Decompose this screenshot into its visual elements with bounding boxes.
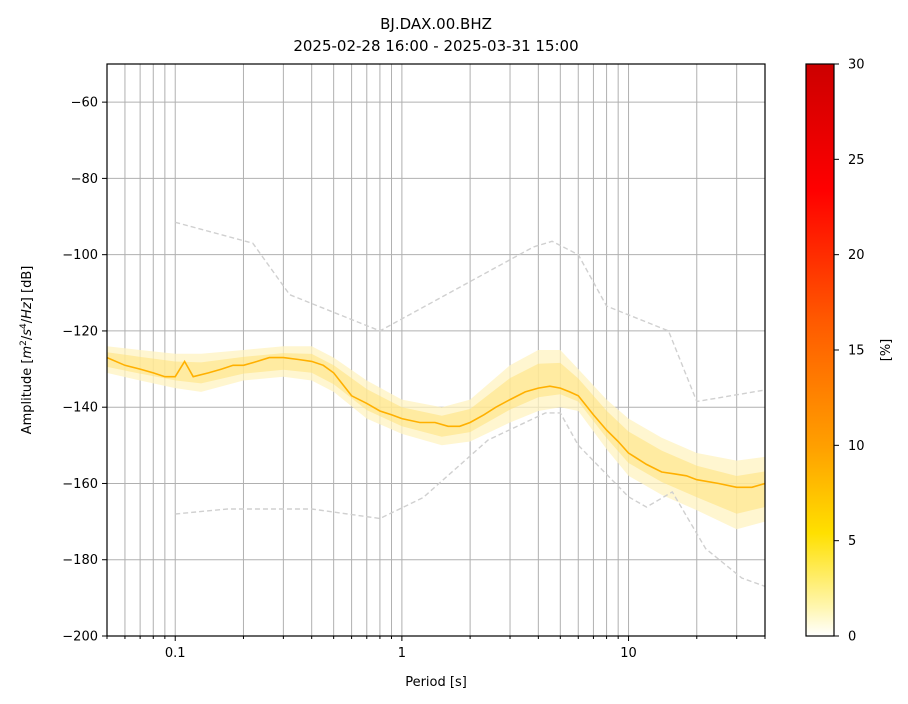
colorbar-tick-label: 30 [848, 58, 865, 73]
y-tick-label: −200 [62, 630, 98, 645]
colorbar-tick-label: 5 [848, 534, 856, 549]
plot-background [107, 64, 765, 636]
y-axis-label-unit-hz: Hz [20, 301, 35, 319]
chart-subtitle: 2025-02-28 16:00 - 2025-03-31 15:00 [293, 37, 578, 55]
y-tick-label: −60 [71, 96, 98, 111]
y-tick-label: −160 [62, 477, 98, 492]
plot-area: 0.1 1 10 −60 −80 −100 −120 −140 −160 −180 −200 [62, 63, 766, 661]
chart-title: BJ.DAX.00.BHZ [380, 15, 492, 33]
colorbar-tick-label: 10 [848, 439, 865, 454]
y-axis-label: Amplitude [m2/s4/Hz] [dB] [19, 266, 35, 435]
x-tick-label: 1 [398, 646, 406, 661]
plot-frame [106, 63, 766, 637]
y-tick-label: −140 [62, 401, 98, 416]
colorbar-tick-label: 15 [848, 344, 865, 359]
colorbar-tick-label: 25 [848, 153, 865, 168]
mode-line [107, 356, 765, 489]
x-axis-ticks: 0.1 1 10 [106, 636, 766, 661]
y-tick-label: −120 [62, 324, 98, 339]
y-axis-label-db: ] [dB] [20, 266, 35, 303]
x-axis-label: Period [s] [405, 675, 467, 690]
colorbar-tick-label: 0 [848, 630, 856, 645]
reference-low-line [175, 412, 765, 588]
colorbar-gradient [805, 63, 835, 637]
y-axis-label-slash: / [20, 335, 35, 340]
y-axis-label-exp-4: 4 [19, 323, 29, 329]
y-axis-label-slash2: / [20, 318, 35, 323]
reference-high-line [175, 221, 765, 403]
x-tick-label: 0.1 [165, 646, 186, 661]
colorbar: 0 5 10 15 20 25 30 [%] [805, 58, 894, 645]
y-tick-label: −80 [71, 172, 98, 187]
x-tick-label: 10 [620, 646, 637, 661]
y-axis-ticks: −60 −80 −100 −120 −140 −160 −180 −200 [62, 96, 107, 645]
y-tick-label: −180 [62, 553, 98, 568]
y-axis-label-part: Amplitude [ [20, 359, 35, 435]
y-axis-label-unit-s: s [20, 329, 35, 336]
y-axis-label-exp-2: 2 [19, 340, 29, 346]
density-band-outer [107, 346, 765, 530]
y-tick-label: −100 [62, 248, 98, 263]
colorbar-ticks: 0 5 10 15 20 25 30 [834, 58, 865, 645]
colorbar-tick-label: 20 [848, 248, 865, 263]
colorbar-label: [%] [879, 339, 894, 362]
density-band-inner [107, 352, 765, 514]
y-axis-label-unit-m: m [20, 346, 35, 359]
